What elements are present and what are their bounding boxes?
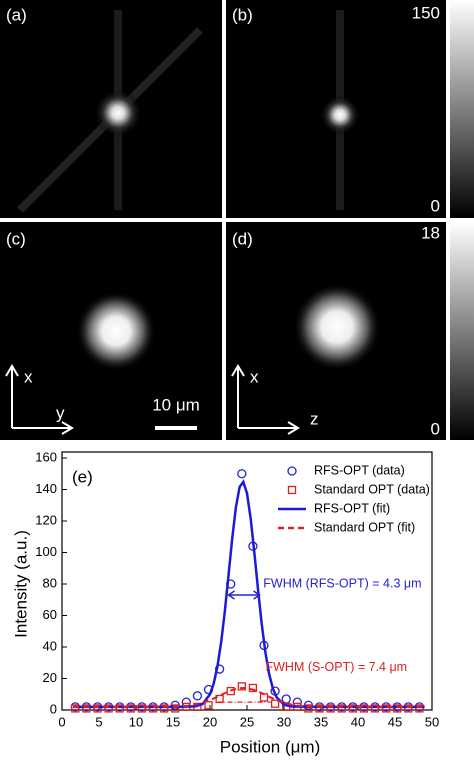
panel-label: (c) [6, 229, 26, 248]
data-point [359, 704, 369, 713]
axis-name: y [56, 403, 65, 422]
data-point [281, 694, 291, 704]
legend-marker [287, 485, 297, 495]
data-point [226, 686, 235, 696]
x-tick-label: 20 [203, 714, 217, 729]
data-point [148, 704, 158, 713]
data-point [171, 704, 180, 713]
panel-label: (e) [72, 467, 93, 486]
fit-line [73, 479, 425, 709]
fit-line [73, 686, 425, 708]
x-tick-label: 15 [166, 714, 180, 729]
data-point [204, 701, 213, 710]
data-point [126, 704, 135, 713]
data-point [304, 704, 313, 713]
axis-arrows [5, 364, 300, 435]
annotation: FWHM (S-OPT) = 7.4 μm [266, 660, 408, 674]
y-tick-label: 120 [35, 512, 57, 527]
y-tick-label: 100 [35, 544, 57, 559]
data-point [237, 682, 246, 691]
data-point [137, 704, 147, 713]
legend-label: RFS-OPT (data) [314, 463, 405, 477]
y-tick-label: 0 [50, 701, 57, 716]
data-point [115, 704, 124, 713]
data-point [270, 699, 280, 708]
x-tick-label: 40 [351, 714, 365, 729]
data-point [237, 469, 247, 479]
panel-label: (b) [232, 5, 253, 24]
colorbar-max: 18 [421, 223, 440, 242]
x-tick-label: 35 [314, 714, 328, 729]
x-tick-label: 45 [388, 714, 402, 729]
data-point [348, 704, 357, 713]
data-point [71, 704, 80, 713]
data-point [393, 704, 402, 713]
x-axis-label: Position (μm) [220, 737, 320, 756]
data-point [415, 704, 424, 713]
colorbar-max: 150 [412, 3, 440, 22]
colorbar [450, 222, 474, 440]
legend-label: Standard OPT (data) [314, 482, 430, 496]
axis-name: x [24, 367, 33, 386]
panel-label: (a) [6, 5, 27, 24]
y-tick-label: 80 [43, 575, 57, 590]
legend-label: RFS-OPT (fit) [314, 501, 390, 515]
panel-label: (d) [232, 229, 253, 248]
x-tick-label: 50 [425, 714, 439, 729]
data-point [82, 704, 91, 713]
x-tick-label: 30 [277, 714, 291, 729]
data-point [370, 704, 380, 713]
y-axis-label: Intensity (a.u.) [11, 530, 30, 638]
legend-label: Standard OPT (fit) [314, 520, 415, 534]
image-spot [94, 89, 142, 137]
y-tick-label: 160 [35, 449, 57, 464]
x-tick-label: 10 [129, 714, 143, 729]
x-tick-label: 25 [240, 714, 254, 729]
data-point [326, 704, 335, 713]
colorbar-min: 0 [431, 196, 440, 215]
colorbar [450, 0, 474, 218]
data-point [404, 704, 413, 713]
data-point [315, 704, 324, 713]
image-spot [320, 95, 360, 135]
data-point [93, 704, 102, 713]
y-tick-label: 40 [43, 638, 57, 653]
colorbar-min: 0 [431, 419, 440, 438]
data-point [192, 691, 203, 701]
axis-name: z [310, 409, 319, 428]
data-point [248, 683, 258, 693]
axis-name: x [250, 367, 259, 386]
annotation: FWHM (RFS-OPT) = 4.3 μm [263, 576, 421, 590]
y-tick-label: 20 [43, 670, 57, 685]
image-spot [293, 283, 381, 371]
fwhm-arrow [227, 590, 261, 600]
legend-marker [287, 466, 297, 476]
x-tick-label: 0 [58, 714, 65, 729]
image-spot [76, 291, 156, 371]
x-tick-label: 5 [95, 714, 102, 729]
data-point [159, 704, 169, 713]
y-tick-label: 60 [43, 607, 57, 622]
data-point [104, 704, 113, 713]
scale-bar-label: 10 μm [152, 395, 200, 414]
data-point [337, 704, 346, 713]
image-panels: (a) (b) (c) (d) 150 0 18 0 x y x z 10 μm [0, 0, 474, 440]
y-tick-label: 140 [35, 481, 57, 496]
data-point [381, 704, 391, 713]
